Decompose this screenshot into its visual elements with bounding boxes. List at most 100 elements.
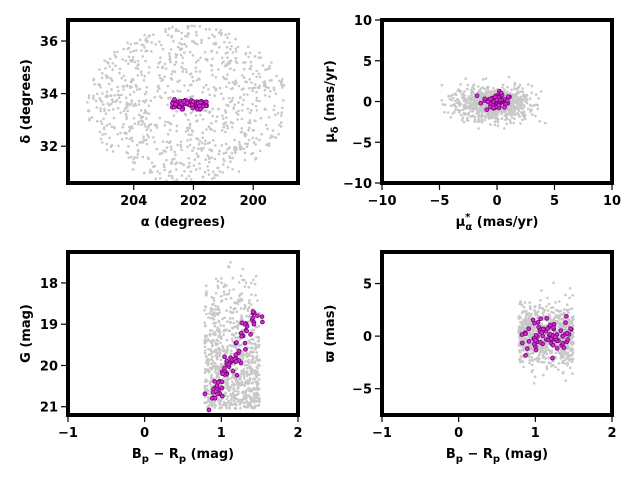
field-star-point [279,121,283,124]
field-star-point [191,149,194,152]
field-star-point [256,370,259,374]
field-star-point [568,359,571,362]
field-star-point [460,96,464,100]
field-star-point [120,76,123,80]
member-star-point [545,326,550,331]
field-star-point [222,97,225,100]
field-star-point [192,79,195,83]
x-tick-label: 0 [492,194,501,209]
field-star-point [133,42,137,45]
field-star-point [100,100,104,103]
field-star-point [142,78,146,82]
field-star-point [542,373,545,377]
field-star-point [514,112,517,115]
field-star-point [157,84,160,88]
field-star-point [237,84,241,88]
field-star-point [240,88,244,91]
field-star-point [168,54,172,58]
field-star-point [541,350,544,354]
field-star-point [250,329,254,333]
field-star-point [518,349,521,352]
member-star-point [551,325,556,330]
field-star-point [251,136,254,140]
field-star-point [231,51,235,54]
field-star-point [489,123,492,126]
field-star-point [545,367,549,371]
field-star-point [245,366,249,370]
field-star-point [546,341,550,345]
field-star-point [525,93,529,97]
field-star-point [254,119,257,123]
field-star-point [243,377,246,380]
field-star-point [143,92,147,96]
field-star-point [245,363,249,367]
field-star-point [508,109,511,113]
field-star-point [544,346,547,350]
field-star-point [213,406,216,410]
field-star-point [199,113,202,117]
field-star-point [226,147,229,151]
field-star-point [255,99,258,102]
field-star-point [231,317,234,320]
field-star-point [248,354,252,358]
field-star-point [231,80,235,84]
field-star-point [164,30,167,34]
field-star-point [228,406,231,409]
y-axis-label: μδ (mas/yr) [323,60,341,143]
field-star-point [227,96,231,100]
member-star-point [563,320,568,326]
field-star-point [245,145,249,148]
field-star-point [104,112,108,116]
field-star-point [200,38,203,42]
field-star-point [230,349,233,353]
field-star-point [481,120,484,124]
field-star-point [222,400,226,404]
field-star-point [214,362,217,365]
field-star-point [529,307,532,311]
field-star-point [199,56,202,60]
field-star-point [122,74,126,78]
field-star-point [208,28,211,31]
field-star-point [516,88,519,91]
field-star-point [501,83,505,87]
field-star-point [161,140,165,143]
member-star-point [219,379,225,385]
field-star-point [554,314,558,317]
field-star-point [183,42,186,46]
field-star-point [238,382,241,385]
field-star-point [520,98,524,102]
field-star-point [255,400,259,403]
field-star-point [103,59,106,62]
field-star-point [249,400,253,404]
axes-frame [66,250,300,417]
field-star-point [174,153,177,157]
field-star-point [170,35,173,39]
field-star-point [225,116,228,119]
field-star-point [215,28,218,31]
field-star-point [226,265,230,268]
field-star-point [258,378,261,381]
field-star-point [513,117,516,120]
field-star-point [248,78,251,81]
field-star-point [489,116,493,120]
field-star-point [222,60,225,63]
field-star-point [107,108,111,112]
field-star-point [280,82,283,86]
field-star-point [257,393,261,397]
field-star-point [108,65,112,68]
field-star-point [469,99,473,102]
field-star-point [233,138,236,142]
field-star-point [259,56,262,59]
field-star-point [246,307,250,311]
field-star-point [186,35,189,38]
field-star-point [477,114,481,118]
field-star-point [180,148,183,152]
field-star-point [259,116,263,120]
field-star-point [550,351,554,354]
field-star-point [473,118,477,122]
field-star-point [248,389,251,393]
field-star-point [111,68,114,71]
field-star-point [244,133,248,136]
field-star-point [206,392,210,396]
field-star-point [550,365,553,368]
